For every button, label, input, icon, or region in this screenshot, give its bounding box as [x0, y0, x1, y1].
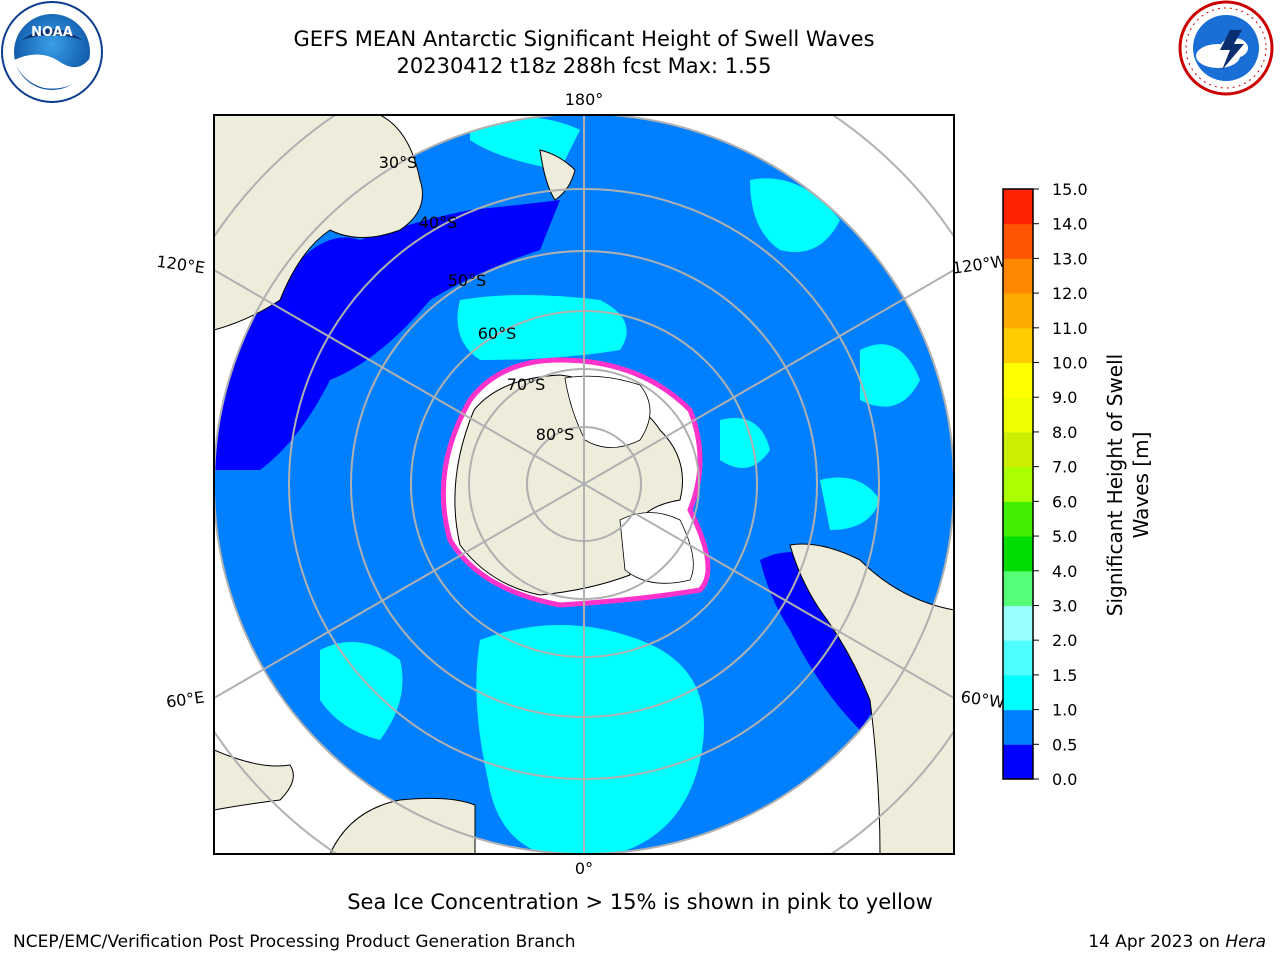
colorbar-tick-label: 13.0	[1052, 249, 1088, 268]
nws-logo	[1178, 0, 1274, 96]
colorbar-segment	[1003, 640, 1033, 676]
colorbar-tick-label: 10.0	[1052, 354, 1088, 373]
map-frame	[213, 114, 955, 855]
colorbar-segment	[1003, 189, 1033, 225]
colorbar-segment	[1003, 536, 1033, 572]
colorbar-tick-label: 4.0	[1052, 562, 1077, 581]
new-zealand-land	[539, 149, 576, 201]
colorbar-segment	[1003, 709, 1033, 745]
south-america-land	[789, 543, 954, 854]
colorbar-tick-label: 7.0	[1052, 458, 1077, 477]
lat-label-60s: 60°S	[478, 324, 517, 343]
africa-land	[329, 797, 476, 854]
machine-name: Hera	[1225, 932, 1266, 952]
colorbar-segment	[1003, 362, 1033, 398]
colorbar-segment	[1003, 605, 1033, 641]
colorbar-tick-label: 3.0	[1052, 596, 1077, 615]
lon-label-120w: 120°W	[951, 251, 1008, 277]
sea-ice-note: Sea Ice Concentration > 15% is shown in …	[347, 890, 933, 914]
chart-subtitle: 20230412 t18z 288h fcst Max: 1.55	[396, 54, 772, 78]
date-text: 14 Apr 2023 on	[1088, 932, 1220, 952]
colorbar-label-line2: Waves [m]	[1129, 432, 1153, 539]
lon-label-180: 180°	[565, 90, 604, 109]
lon-label-120e: 120°E	[155, 252, 206, 278]
colorbar-segment	[1003, 466, 1033, 502]
colorbar-tick-label: 5.0	[1052, 527, 1077, 546]
lat-label-80s: 80°S	[536, 425, 575, 444]
colorbar-tick-label: 6.0	[1052, 492, 1077, 511]
lat-label-70s: 70°S	[507, 375, 546, 394]
lat-label-40s: 40°S	[419, 213, 458, 232]
lon-label-60e: 60°E	[165, 687, 206, 711]
colorbar-tick-label: 0.0	[1052, 770, 1077, 789]
graticule	[214, 115, 954, 854]
lat-label-30s: 30°S	[379, 153, 418, 172]
colorbar-tick-label: 11.0	[1052, 319, 1088, 338]
madagascar-land	[214, 749, 294, 811]
colorbar-segment	[1003, 674, 1033, 711]
colorbar-tick-label: 15.0	[1052, 180, 1088, 199]
colorbar-tick-label: 8.0	[1052, 423, 1077, 442]
lat-label-50s: 50°S	[448, 271, 487, 290]
colorbar-tick-label: 2.0	[1052, 631, 1077, 650]
colorbar-tick-label: 9.0	[1052, 388, 1077, 407]
low-swell-region-east	[760, 552, 880, 730]
australia-land	[214, 115, 423, 331]
colorbar-label-line1: Significant Height of Swell	[1103, 354, 1127, 616]
chart-title: GEFS MEAN Antarctic Significant Height o…	[293, 27, 875, 51]
colorbar-frame	[1002, 188, 1034, 780]
colorbar-tick-label: 0.5	[1052, 735, 1077, 754]
colorbar-tick-label: 1.0	[1052, 701, 1077, 720]
noaa-logo: NOAA	[1, 1, 103, 103]
colorbar-segment	[1003, 397, 1033, 433]
credit-text: NCEP/EMC/Verification Post Processing Pr…	[13, 932, 576, 952]
colorbar-segment	[1003, 293, 1033, 329]
colorbar-tick-label: 1.5	[1052, 666, 1077, 685]
noaa-logo-text: NOAA	[31, 25, 73, 40]
colorbar: 0.0 0.5 1.0 1.5 2.0 3.0 4.0 5.0 6.0 7.0 8.0 9.0 10.0…	[1002, 180, 1088, 789]
colorbar-tick-label: 14.0	[1052, 215, 1088, 234]
colorbar-segment	[1003, 258, 1033, 294]
colorbar-segment	[1003, 327, 1033, 364]
lon-label-60w: 60°W	[960, 687, 1007, 712]
colorbar-segment	[1003, 223, 1033, 259]
lon-label-0: 0°	[575, 859, 593, 878]
colorbar-segment	[1003, 431, 1033, 468]
colorbar-segment	[1003, 744, 1033, 780]
date-stamp: 14 Apr 2023 on Hera	[1088, 932, 1266, 952]
colorbar-tick-label: 12.0	[1052, 284, 1088, 303]
colorbar-segment	[1003, 501, 1033, 537]
colorbar-segment	[1003, 570, 1033, 606]
